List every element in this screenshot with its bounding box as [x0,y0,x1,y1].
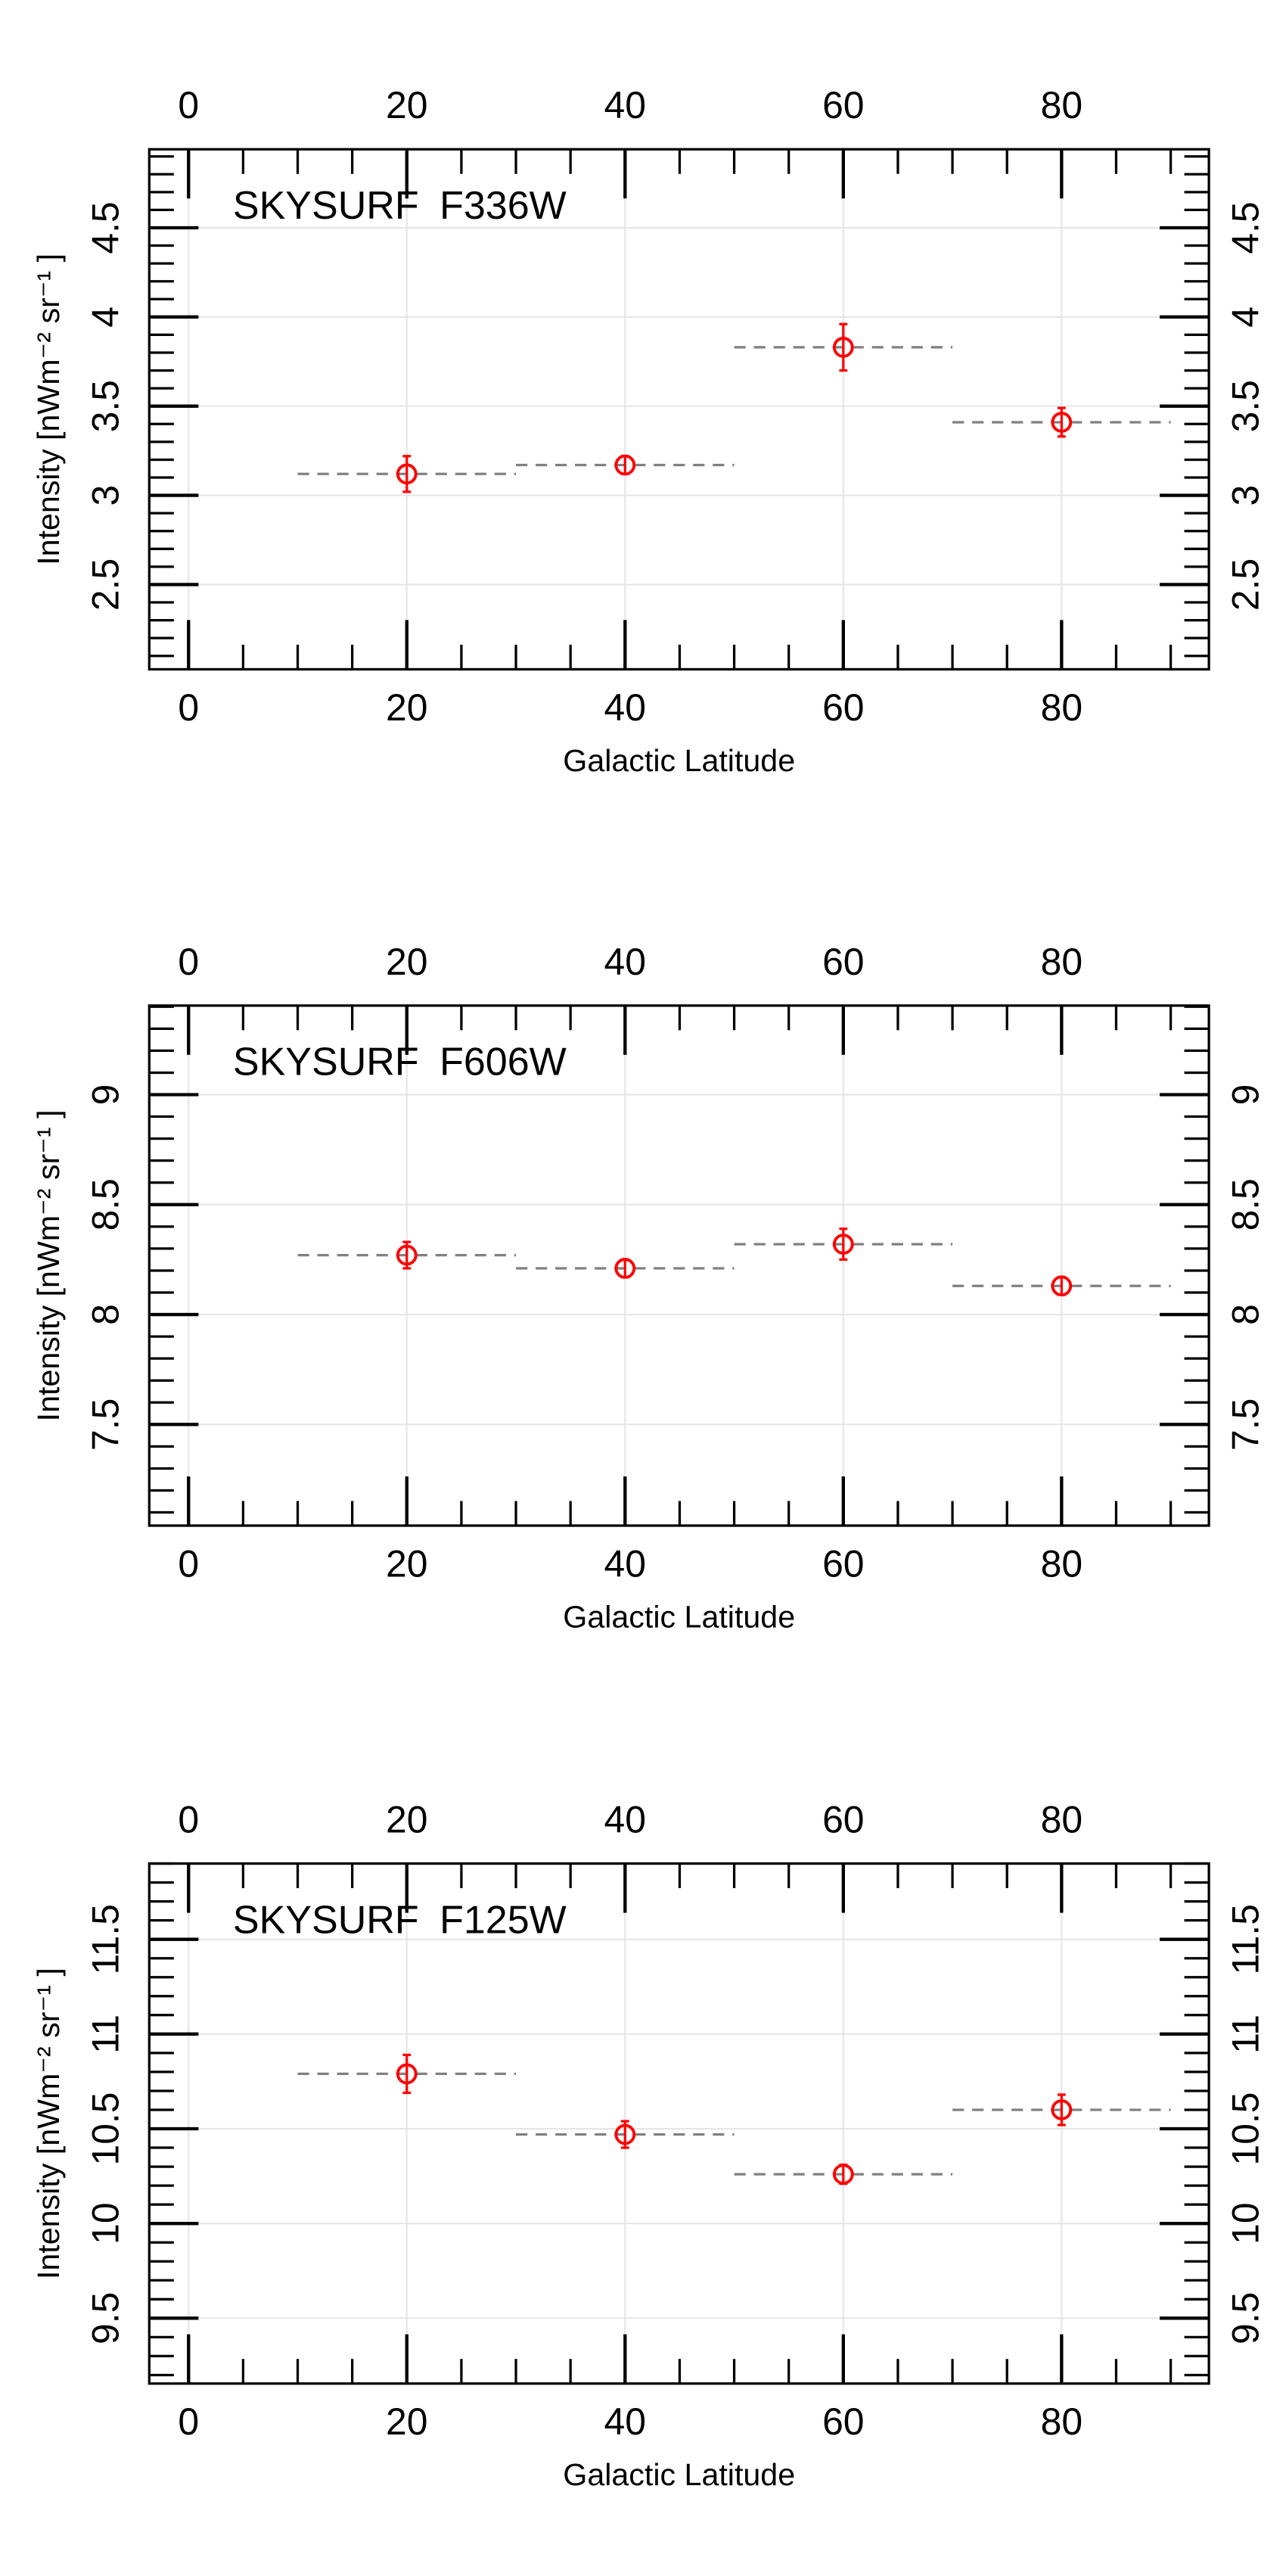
y-axis-title: Intensity [nWm⁻² sr⁻¹ ] [31,254,66,565]
y-tick-label-right: 9 [1224,1084,1266,1106]
x-tick-label: 60 [822,2400,864,2443]
x-tick-label: 0 [178,2400,199,2443]
y-tick-label: 7.5 [84,1398,126,1451]
y-tick-label: 11 [84,2014,126,2054]
x-tick-label-top: 80 [1041,941,1083,983]
point [614,1258,636,1279]
x-tick-label: 20 [386,2400,427,2443]
point [832,2164,854,2185]
y-tick-label: 2.5 [84,558,126,611]
x-tick-label-top: 60 [822,941,864,983]
y-tick-label-right: 2.5 [1224,558,1266,611]
y-tick-label: 4.5 [84,201,126,254]
y-tick-label: 9.5 [84,2292,126,2344]
x-tick-label-top: 20 [386,1799,427,1841]
x-tick-label-top: 80 [1041,84,1083,126]
y-tick-label-right: 9.5 [1224,2292,1266,2344]
point [396,2063,418,2085]
y-tick-label-right: 11.5 [1224,1904,1266,1974]
point [1051,1275,1073,1297]
y-axis-title: Intensity [nWm⁻² sr⁻¹ ] [31,1968,66,2279]
x-tick-label: 80 [1041,686,1083,729]
plot-frame [148,1004,1210,1527]
point [1051,412,1073,433]
point [396,1244,418,1266]
point [832,337,854,358]
x-tick-label-top: 0 [178,941,199,983]
point [832,1234,854,1255]
y-tick-label-right: 8.5 [1224,1178,1266,1230]
x-axis-title: Galactic Latitude [563,2457,795,2492]
x-tick-label-top: 40 [604,84,646,126]
x-tick-label: 40 [604,686,646,729]
y-tick-label-right: 8 [1224,1304,1266,1325]
x-tick-label: 40 [604,2400,646,2443]
y-tick-label: 3.5 [84,380,126,432]
x-tick-label: 80 [1041,2400,1083,2443]
x-tick-label-top: 80 [1041,1799,1083,1841]
point [396,463,418,485]
x-tick-label-top: 0 [178,84,199,126]
y-tick-label-right: 10 [1224,2202,1266,2244]
y-tick-label: 3 [84,485,126,506]
point [614,2123,636,2145]
point [1051,2099,1073,2120]
annotation: SKYSURF F336W [233,184,567,228]
y-tick-label-right: 4.5 [1224,201,1266,254]
x-tick-label-top: 60 [822,1799,864,1841]
y-tick-label: 8 [84,1304,126,1325]
y-tick-label: 11.5 [84,1904,126,1974]
panel: 0 0 20 20 40 40 60 60 80 80 9.5 9.5 10 10 10.5 10.5 11 11… [31,1799,1266,2493]
x-tick-label-top: 0 [178,1799,199,1841]
y-tick-label: 9 [84,1084,126,1106]
x-tick-label-top: 40 [604,941,646,983]
y-tick-label-right: 10.5 [1224,2092,1266,2165]
x-tick-label: 0 [178,686,199,729]
x-tick-label: 20 [386,1542,427,1585]
x-tick-label-top: 20 [386,941,427,983]
x-tick-label: 60 [822,686,864,729]
y-tick-label: 10.5 [84,2092,126,2165]
y-tick-label: 8.5 [84,1178,126,1230]
x-tick-label: 60 [822,1542,864,1585]
panel: 0 0 20 20 40 40 60 60 80 80 2.5 2.5 3 3 3.5 3.5 4 4 4.5 4.5… [31,84,1266,778]
plot-frame [148,148,1210,671]
y-tick-label-right: 3.5 [1224,380,1266,432]
y-tick-label: 10 [84,2202,126,2244]
y-tick-label-right: 11 [1224,2014,1266,2054]
x-tick-label: 80 [1041,1542,1083,1585]
annotation: SKYSURF F606W [233,1041,567,1084]
point [614,454,636,476]
x-axis-title: Galactic Latitude [563,1599,795,1634]
x-tick-label-top: 60 [822,84,864,126]
y-tick-label-right: 4 [1224,306,1266,328]
panel: 0 0 20 20 40 40 60 60 80 80 7.5 7.5 8 8 8.5 8.5 9 9 SKYSUR… [31,941,1266,1635]
x-tick-label: 20 [386,686,427,729]
x-tick-label: 40 [604,1542,646,1585]
annotation: SKYSURF F125W [233,1898,567,1942]
x-axis-title: Galactic Latitude [563,743,795,778]
y-tick-label-right: 3 [1224,485,1266,506]
y-tick-label-right: 7.5 [1224,1398,1266,1451]
y-axis-title: Intensity [nWm⁻² sr⁻¹ ] [31,1109,66,1421]
x-tick-label-top: 40 [604,1799,646,1841]
x-tick-label: 0 [178,1542,199,1585]
x-tick-label-top: 20 [386,84,427,126]
plot-frame [148,1862,1210,2385]
y-tick-label: 4 [84,306,126,328]
